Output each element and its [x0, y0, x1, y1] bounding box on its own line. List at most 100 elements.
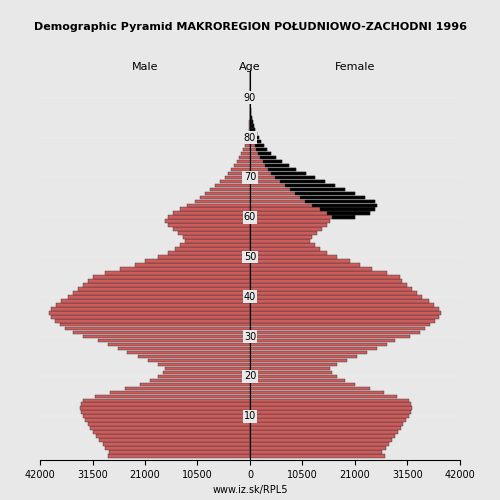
Bar: [268, 168, 296, 172]
Bar: [250, 120, 252, 124]
Bar: [300, 196, 365, 199]
Bar: [250, 236, 312, 239]
Bar: [250, 192, 355, 195]
Bar: [65, 327, 250, 330]
Bar: [250, 295, 422, 298]
Bar: [185, 240, 250, 243]
Bar: [246, 140, 250, 143]
Text: 40: 40: [244, 292, 256, 302]
Bar: [96, 434, 250, 438]
Bar: [250, 275, 400, 278]
Bar: [108, 343, 250, 346]
Bar: [247, 136, 250, 140]
Bar: [250, 354, 358, 358]
Bar: [250, 263, 360, 267]
Bar: [250, 108, 251, 112]
Bar: [205, 192, 250, 195]
Bar: [250, 358, 348, 362]
Bar: [249, 124, 250, 128]
Bar: [250, 256, 338, 259]
Bar: [248, 132, 250, 136]
Bar: [56, 303, 250, 306]
Bar: [250, 299, 429, 302]
Bar: [250, 446, 386, 450]
Bar: [250, 124, 254, 128]
Bar: [82, 335, 250, 338]
Bar: [250, 180, 325, 183]
Bar: [250, 248, 320, 251]
Bar: [228, 172, 250, 175]
Bar: [145, 259, 250, 263]
Bar: [250, 351, 368, 354]
Bar: [168, 224, 250, 227]
Bar: [195, 200, 250, 203]
Bar: [250, 382, 355, 386]
Bar: [250, 244, 315, 247]
Text: Demographic Pyramid MAKROREGION POŁUDNIOWO-ZACHODNI 1996: Demographic Pyramid MAKROREGION POŁUDNIO…: [34, 22, 467, 32]
Bar: [250, 394, 398, 398]
Bar: [250, 144, 264, 148]
Bar: [90, 426, 250, 430]
Bar: [248, 128, 250, 132]
Bar: [250, 434, 395, 438]
Bar: [168, 216, 250, 219]
Bar: [256, 148, 268, 152]
Text: 50: 50: [244, 252, 256, 262]
Bar: [135, 263, 250, 267]
Bar: [250, 116, 252, 119]
Bar: [250, 378, 345, 382]
Bar: [200, 196, 250, 199]
Bar: [250, 414, 409, 418]
Bar: [250, 406, 412, 410]
Bar: [250, 196, 365, 199]
Bar: [78, 287, 250, 290]
Bar: [250, 398, 409, 402]
Bar: [234, 164, 250, 168]
Bar: [81, 410, 250, 414]
Bar: [250, 366, 330, 370]
Bar: [51, 315, 250, 318]
Bar: [250, 132, 257, 136]
Bar: [250, 140, 262, 143]
Bar: [85, 418, 250, 422]
Bar: [250, 224, 328, 227]
Bar: [105, 271, 250, 275]
Bar: [105, 446, 250, 450]
Bar: [250, 390, 384, 394]
Bar: [72, 331, 250, 334]
Bar: [250, 374, 338, 378]
Bar: [180, 208, 250, 211]
Bar: [250, 430, 398, 434]
Text: Age: Age: [239, 62, 261, 72]
Bar: [250, 307, 439, 310]
Bar: [250, 454, 385, 458]
Bar: [165, 366, 250, 370]
Bar: [82, 398, 250, 402]
Bar: [252, 132, 257, 136]
Bar: [188, 204, 250, 207]
Bar: [251, 124, 254, 128]
Bar: [250, 410, 411, 414]
Bar: [49, 311, 250, 314]
Bar: [252, 128, 255, 132]
Bar: [88, 279, 250, 282]
Bar: [250, 279, 402, 282]
Text: 90: 90: [244, 93, 256, 103]
Bar: [258, 152, 272, 156]
Bar: [250, 422, 404, 426]
Bar: [250, 220, 330, 223]
Bar: [210, 188, 250, 191]
Bar: [250, 156, 276, 160]
Bar: [250, 343, 388, 346]
Bar: [250, 267, 372, 271]
Bar: [109, 450, 250, 454]
Bar: [250, 339, 395, 342]
Bar: [250, 283, 408, 286]
Bar: [305, 200, 375, 203]
Bar: [250, 228, 322, 231]
Bar: [172, 212, 250, 215]
Bar: [237, 160, 250, 164]
Bar: [250, 184, 335, 187]
Bar: [232, 168, 250, 172]
Bar: [250, 176, 315, 179]
